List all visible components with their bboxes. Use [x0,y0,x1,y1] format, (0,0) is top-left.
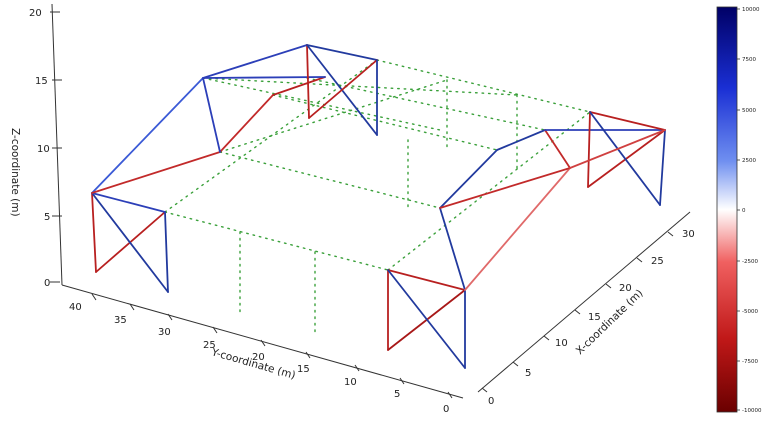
member-tension [659,129,666,206]
colorbar-ticks [737,8,740,411]
frame-front-right [387,129,666,369]
member-compression [464,167,571,291]
member-compression [91,192,97,273]
z-tick-label: 15 [35,76,48,87]
x-tick-label: 5 [525,368,531,379]
y-tick-labels: 40 35 30 25 20 15 10 5 0 [69,302,449,415]
member-tension [496,129,546,151]
colorbar-tick-label: 10000 [742,7,760,13]
y-tick-label: 20 [252,352,265,363]
member-tension [202,76,326,79]
member-tension [91,77,204,194]
member-compression [272,76,326,96]
y-tick-label: 25 [203,340,216,351]
colorbar-tick-label: -7500 [742,359,758,365]
y-tick-label: 5 [394,389,400,400]
colorbar: 10000 7500 5000 2500 0 -2500 -5000 -7500… [716,6,762,414]
x-tick-label: 20 [619,283,632,294]
z-axis-title: Z-coordinate (m) [9,128,21,217]
member-compression [91,151,221,194]
bracing-members [164,59,591,333]
member-compression [439,167,571,209]
member-tension [202,44,308,79]
member-compression [306,44,310,119]
z-ticks [50,11,62,283]
colorbar-tick-label: 7500 [742,57,756,63]
x-tick-label: 10 [555,338,568,349]
member-tension [589,111,661,206]
member-compression [308,59,378,119]
member-compression [569,129,666,169]
x-ticks [481,231,674,393]
y-tick-label: 10 [344,377,357,388]
member-tension [439,207,466,291]
colorbar-tick-label: -5000 [742,309,758,315]
x-tick-label: 0 [488,396,494,407]
member-tension [164,211,169,293]
member-tension [202,77,221,153]
colorbar-tick-label: 5000 [742,108,756,114]
colorbar-tick-label: -10000 [742,408,762,414]
colorbar-tick-label: 0 [742,208,746,214]
y-tick-label: 0 [443,404,449,415]
x-tick-label: 15 [588,312,601,323]
y-tick-label: 40 [69,302,82,313]
colorbar-gradient [716,6,738,413]
member-compression [587,111,591,188]
member-compression [587,129,666,188]
x-tick-label: 30 [682,229,695,240]
y-tick-label: 30 [158,327,171,338]
frame-left [91,44,326,293]
member-compression [589,111,666,131]
y-tick-label: 15 [297,364,310,375]
member-tension [306,44,378,61]
member-tension [387,269,466,369]
z-tick-label: 10 [37,144,50,155]
colorbar-tick-label: -2500 [742,259,758,265]
z-tick-label: 5 [44,212,50,223]
member-compression [544,129,571,169]
colorbar-tick-label: 2500 [742,158,756,164]
z-tick-label: 20 [29,8,42,19]
member-compression [219,94,274,153]
x-tick-label: 25 [651,256,664,267]
member-tension [439,149,498,209]
x-axis-title: X-coordinate (m) [574,287,646,357]
member-compression [387,269,466,291]
y-ticks [91,293,453,399]
frame-top-middle [306,44,378,136]
y-tick-label: 35 [114,315,127,326]
z-axis-line [51,3,63,286]
z-tick-label: 0 [44,278,50,289]
z-tick-labels: 0 5 10 15 20 [29,8,50,289]
member-tension [91,192,169,293]
frame-back-right [569,111,666,206]
x-tick-labels: 0 5 10 15 20 25 30 [488,229,695,407]
member-tension [91,192,166,213]
